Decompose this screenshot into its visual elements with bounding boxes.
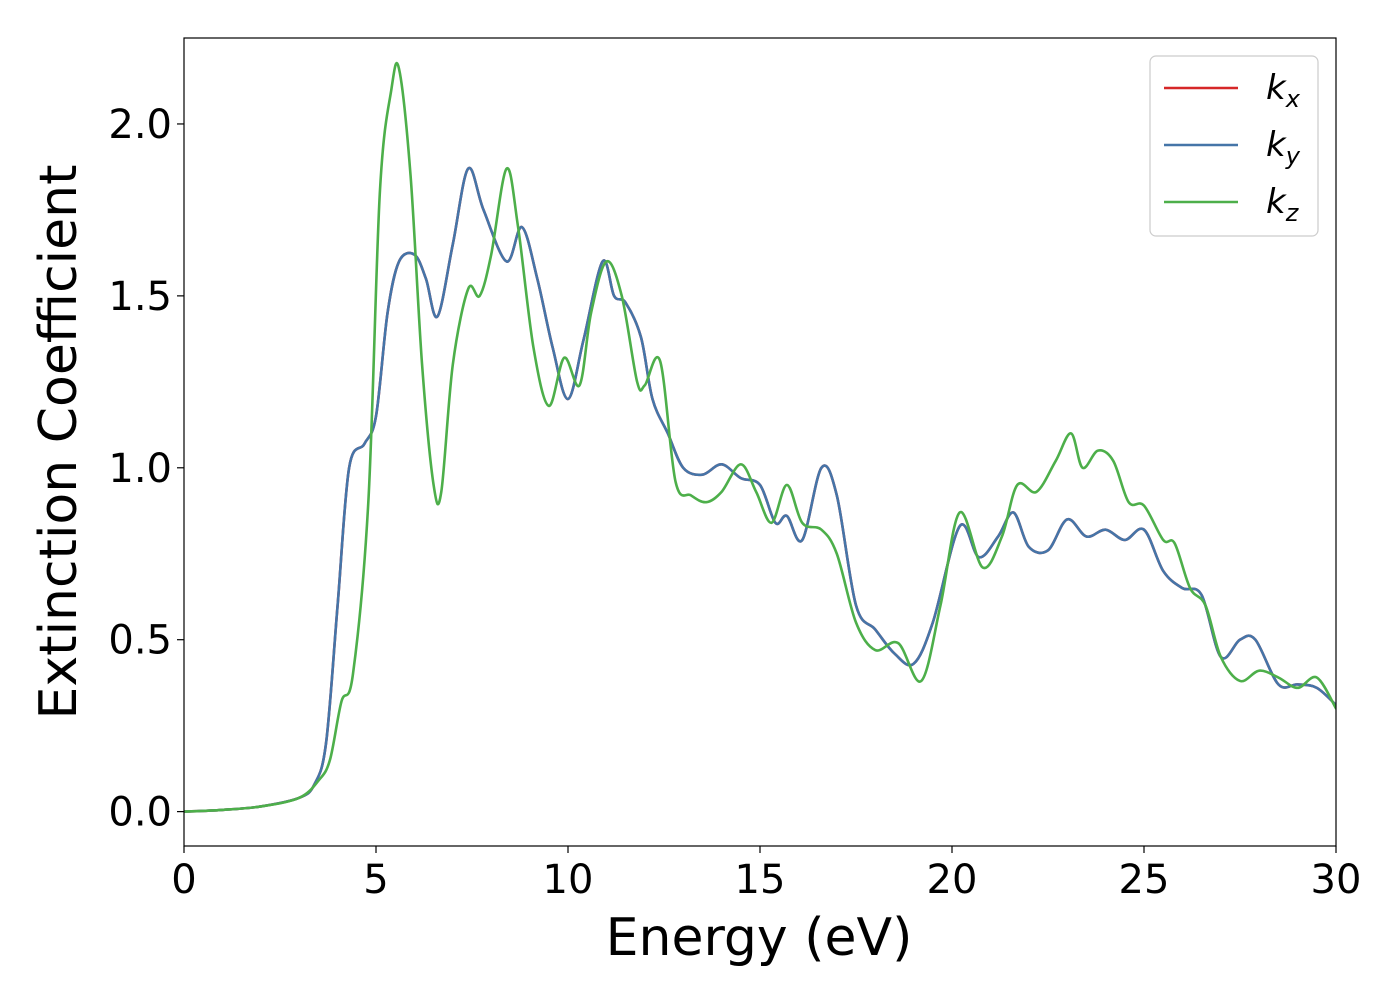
x-tick-label: 20 — [927, 857, 978, 903]
x-tick-label: 30 — [1311, 857, 1362, 903]
legend-label-x: kx — [1266, 68, 1301, 113]
x-axis-ticks: 0 5 10 15 20 25 30 — [171, 846, 1361, 903]
y-tick-label: 1.0 — [108, 446, 172, 492]
y-axis-label: Extinction Coefficient — [29, 165, 89, 720]
x-tick-label: 5 — [363, 857, 388, 903]
x-tick-label: 0 — [171, 857, 196, 903]
series-line-z — [184, 61, 1336, 813]
y-tick-label: 0.5 — [108, 618, 172, 664]
plot-lines — [184, 61, 1336, 813]
series-line-y — [184, 166, 1336, 813]
y-tick-label: 0.0 — [108, 790, 172, 836]
x-axis-label: Energy (eV) — [606, 908, 913, 968]
legend-label-y: ky — [1266, 125, 1301, 170]
x-tick-label: 25 — [1119, 857, 1170, 903]
legend-label-z: kz — [1266, 182, 1300, 227]
x-tick-label: 10 — [543, 857, 594, 903]
x-tick-label: 15 — [735, 857, 786, 903]
y-tick-label: 1.5 — [108, 274, 172, 320]
legend: kx ky kz — [1149, 55, 1319, 237]
y-axis-ticks: 0.0 0.5 1.0 1.5 2.0 — [108, 102, 184, 836]
y-tick-label: 2.0 — [108, 102, 172, 148]
